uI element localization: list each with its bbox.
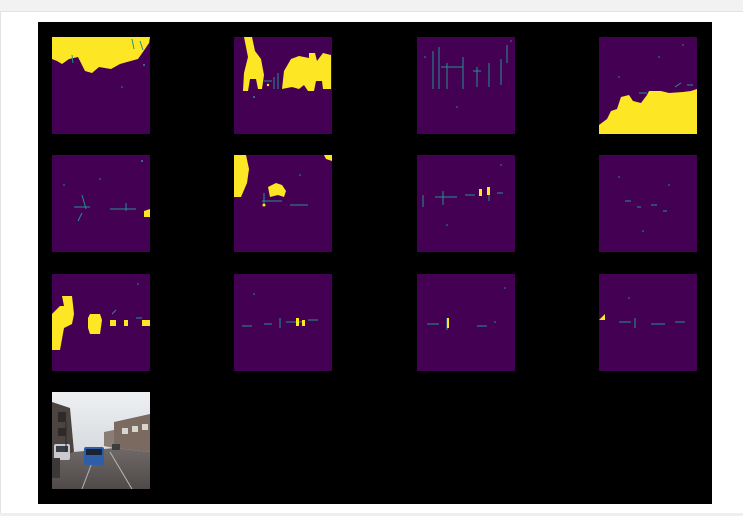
mask-panel-12: [599, 274, 697, 371]
cell-bottom-border: [0, 513, 743, 516]
mask-panel-11: [417, 274, 515, 371]
mask-panel-7: [417, 155, 515, 252]
mask-panel-4: [599, 37, 697, 134]
mask-panel-5: [52, 155, 150, 252]
notebook-toolbar-strip: [0, 0, 743, 12]
cell-left-border: [0, 11, 1, 516]
mask-panel-2: [234, 37, 332, 134]
mask-panel-6: [234, 155, 332, 252]
mask-panel-9: [52, 274, 150, 371]
street-scene-photo: [52, 392, 150, 489]
segmentation-figure: [38, 22, 712, 504]
mask-panel-1: [52, 37, 150, 134]
mask-panel-8: [599, 155, 697, 252]
mask-panel-3: [417, 37, 515, 134]
notebook-output-cell: [14, 12, 743, 514]
mask-panel-10: [234, 274, 332, 371]
